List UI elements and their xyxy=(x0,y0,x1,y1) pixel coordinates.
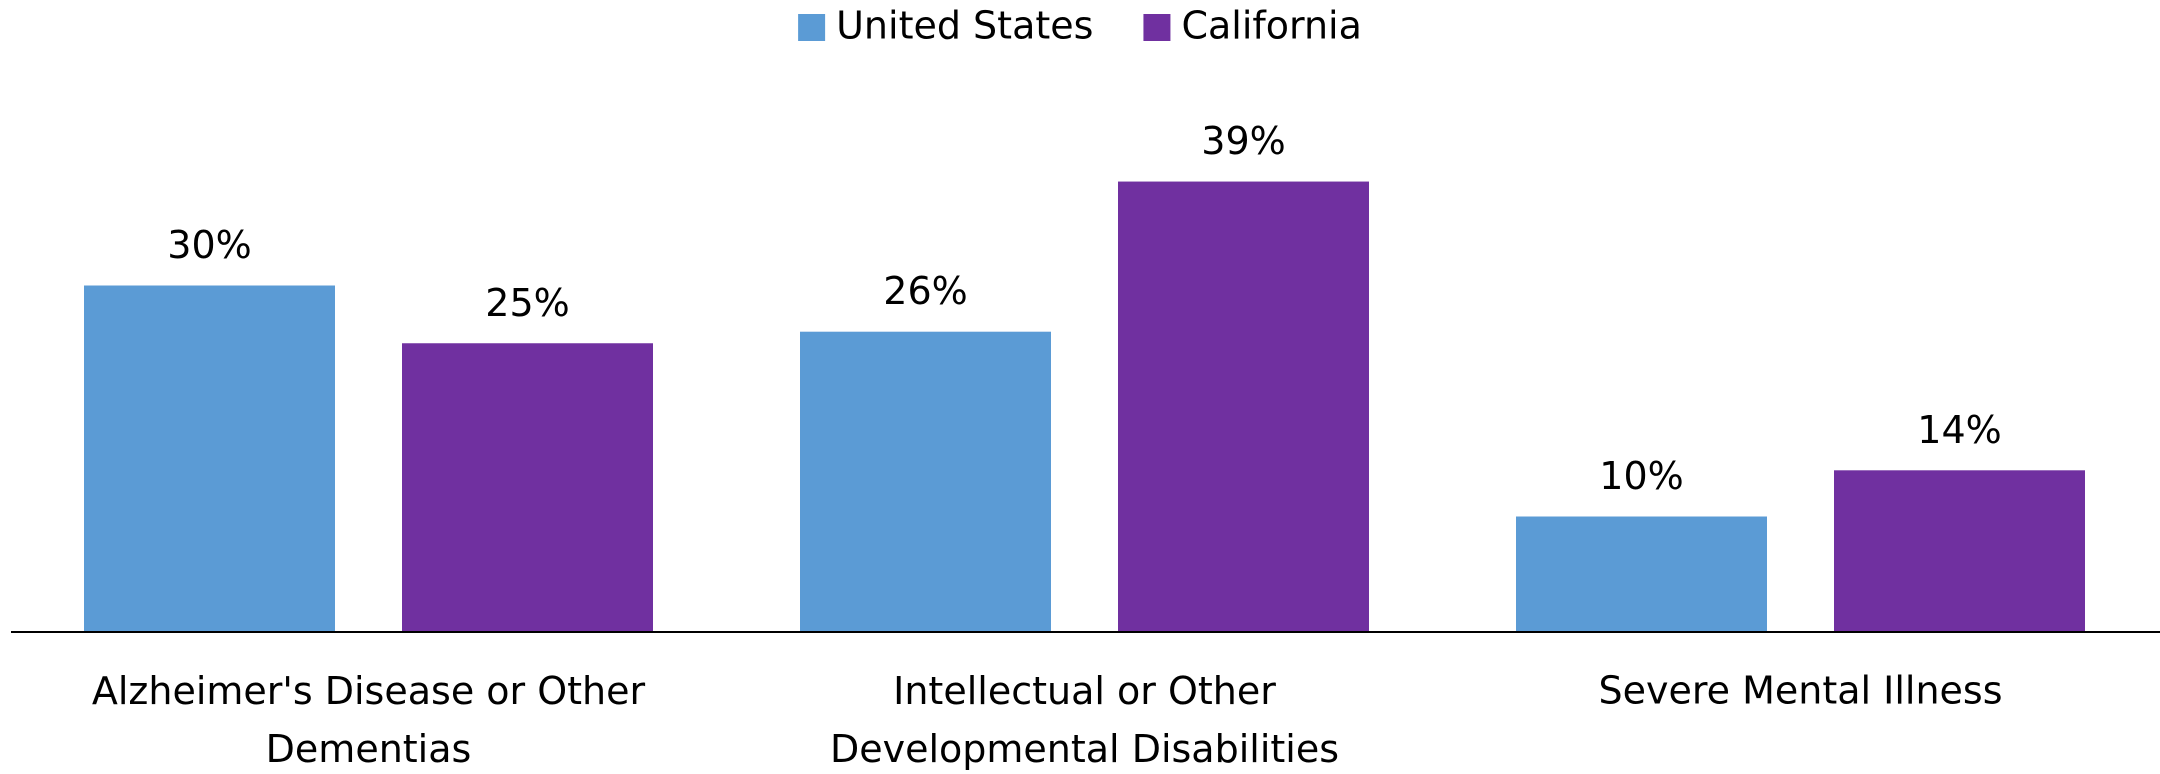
value-label: 30% xyxy=(167,223,251,267)
bar xyxy=(402,343,653,632)
bar xyxy=(1118,181,1369,633)
value-label: 26% xyxy=(883,269,967,313)
legend-swatch xyxy=(1143,14,1171,41)
bar xyxy=(84,285,335,632)
legend-label: United States xyxy=(836,4,1093,48)
x-tick-label-line: Alzheimer's Disease or Other xyxy=(92,669,646,713)
value-label: 39% xyxy=(1201,119,1285,163)
legend-swatch xyxy=(798,14,826,41)
x-tick-label: Alzheimer's Disease or Other Dementias xyxy=(92,669,646,771)
value-label: 14% xyxy=(1917,408,2001,452)
legend-item: United States xyxy=(798,4,1093,48)
x-tick-label-line: Developmental Disabilities xyxy=(830,727,1339,771)
value-label: 25% xyxy=(485,281,569,325)
legend-item: California xyxy=(1143,4,1362,48)
bar xyxy=(1834,470,2085,632)
x-tick-label-line: Intellectual or Other xyxy=(893,669,1276,713)
value-label: 10% xyxy=(1599,454,1683,498)
x-tick-label-line: Dementias xyxy=(266,727,472,771)
x-tick-label: Severe Mental Illness xyxy=(1598,669,2002,713)
bar xyxy=(800,331,1051,632)
legend-label: California xyxy=(1181,4,1361,48)
bar xyxy=(1516,516,1767,632)
x-tick-label: Intellectual or Other Developmental Disab… xyxy=(830,669,1339,771)
